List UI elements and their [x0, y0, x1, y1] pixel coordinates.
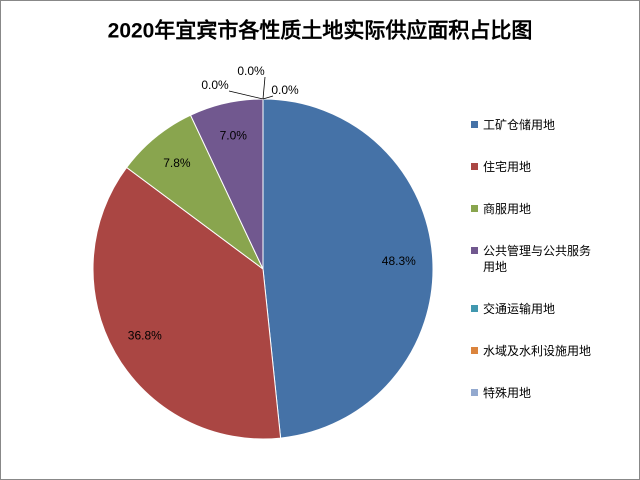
- data-label: 0.0%: [201, 78, 229, 92]
- legend-label: 特殊用地: [483, 386, 532, 400]
- data-label: 0.0%: [271, 83, 299, 97]
- data-label: 0.0%: [237, 64, 265, 78]
- legend-swatch: [471, 247, 478, 254]
- data-label: 36.8%: [128, 328, 162, 342]
- legend-swatch: [471, 205, 478, 212]
- pie-slice: [262, 98, 434, 439]
- pie-slice: [92, 166, 282, 440]
- legend-swatch: [471, 163, 478, 170]
- leader-line: [262, 95, 274, 100]
- legend-item: 交通运输用地: [471, 301, 593, 317]
- legend-swatch: [471, 347, 478, 354]
- legend-item: 特殊用地: [471, 385, 593, 401]
- legend-label: 工矿仓储用地: [483, 118, 556, 132]
- legend-swatch: [471, 121, 478, 128]
- legend-item: 水域及水利设施用地: [471, 343, 593, 359]
- legend-item: 工矿仓储用地: [471, 117, 593, 133]
- leader-line: [228, 90, 264, 100]
- data-label: 7.8%: [163, 156, 191, 170]
- legend-label: 交通运输用地: [483, 302, 556, 316]
- legend-label: 水域及水利设施用地: [483, 344, 592, 358]
- data-label: 7.0%: [220, 128, 248, 142]
- chart-title: 2020年宜宾市各性质土地实际供应面积占比图: [108, 19, 533, 43]
- legend-label: 商服用地: [483, 202, 532, 216]
- legend-item: 住宅用地: [471, 159, 593, 175]
- legend-label: 住宅用地: [483, 160, 532, 174]
- data-label: 48.3%: [382, 254, 416, 268]
- legend-swatch: [471, 305, 478, 312]
- legend-swatch: [471, 389, 478, 396]
- legend-label: 公共管理与公共服务用地: [483, 244, 592, 274]
- legend-item: 公共管理与公共服务用地: [471, 243, 593, 275]
- leader-line: [262, 76, 266, 100]
- legend: 工矿仓储用地 住宅用地商服用地公共管理与公共服务用地交通运输用地水域及水利设施用地…: [471, 117, 591, 401]
- legend-item: 商服用地: [471, 201, 593, 217]
